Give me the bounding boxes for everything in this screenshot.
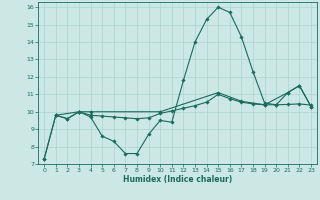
X-axis label: Humidex (Indice chaleur): Humidex (Indice chaleur) [123, 175, 232, 184]
